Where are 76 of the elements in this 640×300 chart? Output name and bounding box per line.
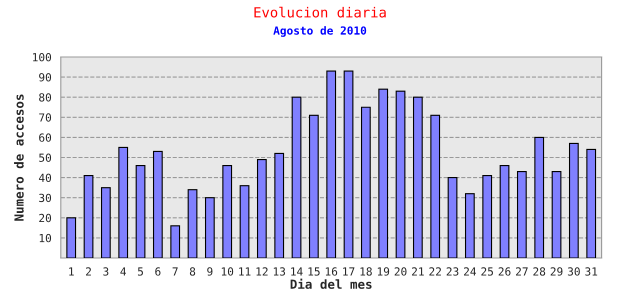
y-tick-label: 30	[39, 194, 52, 202]
x-tick-label: 23	[446, 267, 458, 276]
x-tick-label: 31	[585, 267, 598, 276]
bar	[448, 177, 458, 258]
y-tick-label: 80	[39, 93, 52, 102]
bar	[204, 197, 215, 258]
x-tick-label: 18	[360, 267, 372, 276]
x-tick-label: 11	[239, 267, 250, 276]
bar	[136, 164, 146, 258]
y-tick-label: 90	[39, 73, 52, 82]
bar	[326, 70, 336, 258]
y-tick-label: 20	[39, 214, 52, 222]
y-axis-title: Numero de accesos	[14, 94, 24, 221]
bar	[412, 96, 423, 258]
x-tick-label: 27	[516, 267, 528, 276]
x-tick-label: 9	[207, 267, 212, 276]
bar	[516, 171, 527, 258]
x-tick-label: 28	[533, 267, 546, 276]
bar	[256, 158, 267, 258]
bar	[66, 217, 76, 258]
x-tick-label: 26	[498, 267, 510, 276]
bar	[170, 225, 180, 258]
x-tick-label: 8	[190, 267, 196, 276]
bar	[552, 171, 562, 258]
bar	[360, 106, 371, 258]
x-tick-label: 16	[326, 267, 338, 276]
x-tick-label: 7	[172, 267, 178, 276]
x-tick-label: 6	[155, 267, 160, 276]
chart-title: Evolucion diaria	[254, 6, 386, 18]
x-tick-label: 29	[550, 267, 562, 276]
x-tick-label: 19	[378, 267, 390, 276]
bar	[500, 164, 510, 258]
x-tick-label: 4	[120, 267, 126, 276]
bar	[396, 90, 406, 258]
bar	[586, 148, 596, 258]
bar	[378, 88, 388, 258]
x-axis-title: Dia del mes	[290, 278, 372, 289]
bar	[568, 142, 579, 258]
x-tick-label: 13	[274, 267, 286, 276]
y-tick-label: 60	[39, 133, 52, 142]
bar	[240, 185, 250, 258]
chart-subtitle: Agosto de 2010	[273, 26, 366, 37]
x-tick-label: 20	[394, 267, 406, 276]
x-tick-label: 14	[291, 267, 303, 276]
y-tick-label: 40	[38, 174, 52, 182]
x-tick-label: 10	[222, 267, 234, 276]
x-tick-label: 3	[103, 267, 108, 276]
bar	[308, 114, 319, 258]
bar	[100, 187, 111, 258]
bar	[118, 146, 128, 258]
x-tick-label: 12	[256, 267, 268, 276]
bar	[534, 136, 544, 258]
y-tick-label: 50	[39, 154, 52, 162]
y-tick-label: 100	[33, 53, 52, 62]
x-tick-label: 30	[568, 267, 580, 276]
bar	[464, 193, 475, 258]
bar	[152, 150, 163, 258]
x-tick-label: 24	[464, 267, 476, 276]
x-tick-label: 25	[481, 267, 493, 276]
y-tick-label: 70	[39, 113, 52, 122]
x-tick-label: 1	[69, 267, 74, 276]
bar	[274, 152, 284, 258]
bar	[344, 70, 354, 258]
x-tick-label: 5	[138, 267, 143, 276]
y-tick-label: 10	[40, 234, 52, 242]
bar	[430, 114, 440, 258]
bar	[222, 164, 232, 258]
x-tick-label: 22	[429, 267, 441, 276]
x-tick-label: 17	[343, 267, 354, 276]
bar	[188, 189, 198, 258]
bar	[84, 175, 94, 258]
x-tick-label: 15	[308, 267, 320, 276]
x-tick-label: 2	[86, 267, 91, 276]
bar	[482, 175, 492, 258]
x-tick-label: 21	[412, 267, 424, 276]
bar	[292, 96, 302, 258]
